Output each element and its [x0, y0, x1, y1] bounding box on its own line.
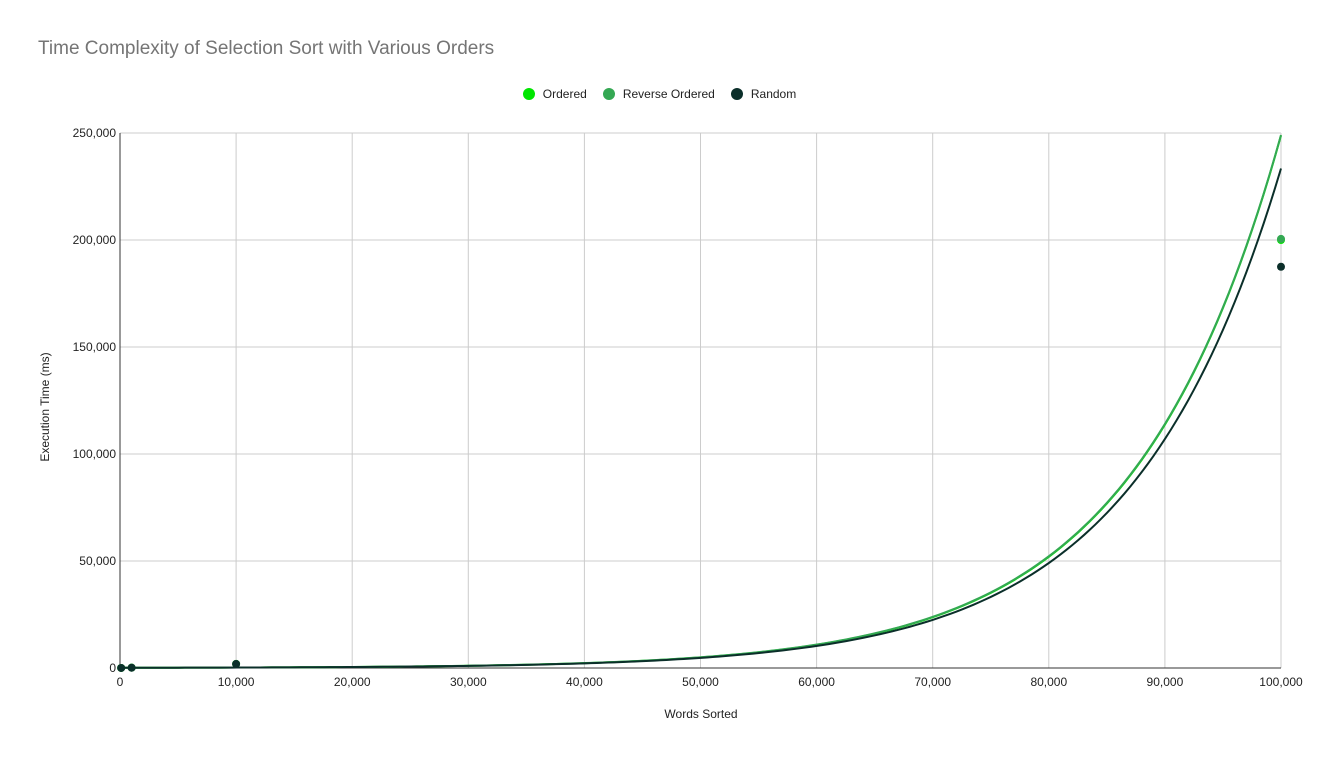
series-ordered: [117, 135, 1285, 672]
y-tick-label: 50,000: [79, 554, 116, 568]
point-random[interactable]: [127, 663, 136, 672]
tick-layer: 0 10,000 20,000 30,000 40,000 50,000 60,000 70,…: [73, 126, 1303, 689]
legend-swatch-reverse-ordered: [602, 88, 615, 100]
x-tick-label: 40,000: [566, 675, 603, 689]
legend-label-ordered: Ordered: [542, 87, 587, 101]
series-reverse-ordered: [117, 134, 1285, 672]
legend-swatch-ordered: [522, 88, 535, 100]
series-random: [117, 168, 1285, 672]
y-tick-label: 250,000: [73, 126, 117, 140]
x-tick-label: 10,000: [218, 675, 255, 689]
y-tick-label: 100,000: [73, 447, 117, 461]
y-tick-label: 200,000: [73, 233, 117, 247]
y-tick-label: 150,000: [73, 340, 117, 354]
point-random[interactable]: [1277, 262, 1285, 271]
legend: Ordered Reverse Ordered Random: [0, 84, 1319, 104]
point-random[interactable]: [232, 660, 241, 669]
x-tick-label: 0: [117, 675, 124, 689]
trendline-ordered: [121, 135, 1282, 669]
x-tick-label: 20,000: [334, 675, 371, 689]
y-tick-label: 0: [109, 661, 116, 675]
trendline-reverse-ordered: [121, 134, 1282, 669]
legend-swatch-random: [730, 88, 743, 100]
point-reverse-ordered[interactable]: [1277, 234, 1285, 243]
legend-item-reverse-ordered[interactable]: Reverse Ordered: [602, 87, 715, 101]
series-layer: [117, 134, 1285, 672]
x-axis-label: Words Sorted: [664, 707, 738, 721]
x-tick-label: 70,000: [914, 675, 951, 689]
legend-item-random[interactable]: Random: [730, 87, 797, 101]
grid-layer: [119, 132, 1282, 669]
x-tick-label: 80,000: [1030, 675, 1067, 689]
x-tick-label: 30,000: [450, 675, 487, 689]
legend-item-ordered[interactable]: Ordered: [522, 87, 587, 101]
point-random[interactable]: [117, 663, 126, 672]
chart-title: Time Complexity of Selection Sort with V…: [38, 38, 495, 59]
trendline-random: [121, 168, 1282, 669]
x-tick-label: 90,000: [1147, 675, 1184, 689]
x-tick-label: 100,000: [1259, 675, 1303, 689]
x-tick-label: 50,000: [682, 675, 719, 689]
x-tick-label: 60,000: [798, 675, 835, 689]
legend-label-random: Random: [750, 87, 797, 101]
legend-label-reverse-ordered: Reverse Ordered: [622, 87, 715, 101]
